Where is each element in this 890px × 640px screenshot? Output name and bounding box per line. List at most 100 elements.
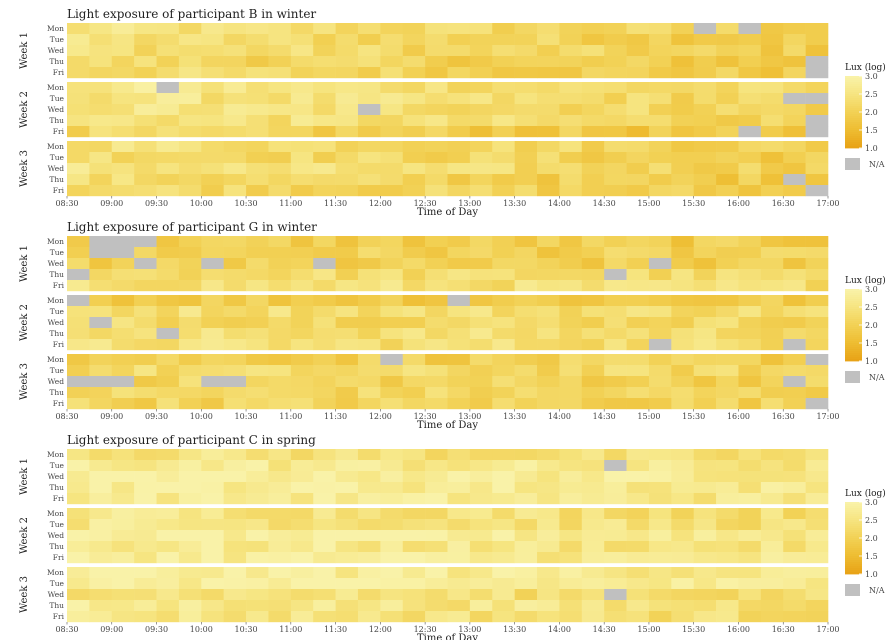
heatmap-cell	[290, 460, 314, 472]
heatmap-cell	[537, 493, 560, 505]
heatmap-cell	[514, 611, 538, 623]
heatmap-cell	[178, 56, 202, 68]
heatmap-cell	[514, 163, 538, 175]
heatmap-cell	[134, 306, 157, 318]
heatmap-cell	[111, 589, 135, 601]
heatmap-cell	[492, 23, 515, 35]
heatmap-cell	[447, 67, 471, 79]
heatmap-cell	[268, 482, 292, 494]
heatmap-cell	[604, 67, 627, 79]
day-label: Wed	[48, 531, 65, 540]
heatmap-cell	[402, 508, 426, 520]
heatmap-cell	[693, 174, 717, 186]
heatmap-cell	[626, 174, 650, 186]
heatmap-cell	[760, 471, 784, 483]
heatmap-cell	[537, 328, 560, 340]
heatmap-cell	[604, 552, 627, 564]
heatmap-cell	[402, 269, 426, 281]
heatmap-cell	[246, 104, 269, 116]
heatmap-cell	[581, 328, 605, 340]
heatmap-cell	[246, 185, 269, 197]
heatmap-cell	[223, 269, 247, 281]
heatmap-cell	[559, 174, 583, 186]
heatmap-cell	[469, 552, 493, 564]
heatmap-cell	[469, 104, 493, 116]
heatmap-cell	[738, 317, 762, 329]
heatmap-cell	[671, 104, 694, 116]
heatmap-cell	[178, 163, 202, 175]
heatmap-cell	[514, 508, 538, 520]
heatmap-cell	[783, 280, 806, 292]
heatmap-cell	[178, 471, 202, 483]
heatmap-cell	[581, 541, 605, 553]
heatmap-cell	[559, 126, 583, 138]
heatmap-cell	[268, 67, 292, 79]
heatmap-cell	[648, 163, 672, 175]
legend-gradient-step	[845, 544, 862, 547]
heatmap-cell	[447, 104, 471, 116]
legend-gradient-step	[845, 558, 862, 561]
heatmap-cell	[447, 295, 471, 307]
heatmap-cell	[134, 530, 157, 542]
heatmap-cell	[290, 578, 314, 590]
heatmap-cell	[447, 589, 471, 601]
heatmap-cell	[268, 398, 292, 410]
heatmap-cell	[559, 567, 583, 579]
heatmap-cell	[693, 247, 717, 259]
legend-gradient-step	[845, 506, 862, 509]
heatmap-cell	[783, 82, 806, 94]
heatmap-cell	[604, 115, 627, 127]
heatmap-cell	[537, 365, 560, 377]
heatmap-cell	[134, 236, 157, 248]
legend-gradient-step	[845, 311, 862, 314]
heatmap-cell	[402, 295, 426, 307]
heatmap-cell	[559, 600, 583, 612]
legend-gradient-step	[845, 295, 862, 298]
heatmap-cell	[559, 398, 583, 410]
heatmap-cell	[357, 258, 381, 270]
heatmap-cell	[290, 280, 314, 292]
heatmap-cell	[402, 174, 426, 186]
heatmap-cell	[671, 508, 694, 520]
heatmap-cell	[604, 611, 627, 623]
heatmap-cell	[648, 185, 672, 197]
heatmap-cell	[335, 328, 359, 340]
heatmap-cell	[469, 449, 493, 461]
heatmap-cell	[402, 247, 426, 259]
heatmap-cell	[469, 519, 493, 531]
heatmap-cell	[447, 280, 471, 292]
heatmap-cell	[156, 34, 180, 46]
heatmap-cell	[89, 376, 113, 388]
heatmap-cell	[178, 295, 202, 307]
day-label: Tue	[50, 35, 65, 44]
heatmap-cell	[178, 317, 202, 329]
day-label: Wed	[48, 318, 65, 327]
heatmap-cell	[290, 339, 314, 351]
legend-gradient-step	[845, 522, 862, 525]
heatmap-cell	[671, 493, 694, 505]
heatmap-cell	[156, 82, 180, 94]
heatmap-cell	[783, 449, 806, 461]
heatmap-cell	[223, 460, 247, 472]
heatmap-cell	[425, 589, 448, 601]
heatmap-cell	[738, 567, 762, 579]
heatmap-cell	[783, 258, 806, 270]
heatmap-cell	[537, 236, 560, 248]
heatmap-cell	[492, 493, 515, 505]
heatmap-cell	[134, 280, 157, 292]
legend-gradient-step	[845, 144, 862, 147]
heatmap-cell	[805, 611, 829, 623]
heatmap-cell	[671, 185, 694, 197]
heatmap-cell	[357, 578, 381, 590]
heatmap-cell	[111, 376, 135, 388]
heatmap-cell	[290, 174, 314, 186]
heatmap-cell	[492, 163, 515, 175]
heatmap-cell	[783, 589, 806, 601]
heatmap-cell	[626, 23, 650, 35]
heatmap-cell	[716, 306, 739, 318]
heatmap-cell	[604, 34, 627, 46]
legend-gradient-step	[845, 142, 862, 145]
heatmap-cell	[671, 269, 694, 281]
heatmap-cell	[111, 23, 135, 35]
heatmap-cell	[335, 45, 359, 57]
